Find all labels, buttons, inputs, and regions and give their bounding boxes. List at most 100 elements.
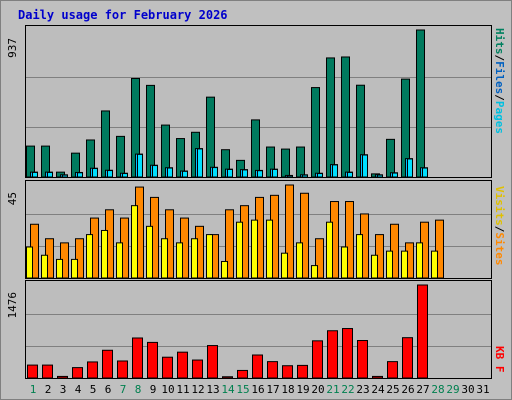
x-axis-labels: 1 2 3 4 5 6 7 8 9 10 11 12 13 14 15 16 17 18 19 20 21 22 23 24 2…	[30, 383, 490, 396]
bar-kbytes	[297, 364, 308, 379]
bar-visits	[371, 254, 378, 279]
bar-kbytes	[357, 340, 368, 379]
bar-visits	[101, 229, 108, 279]
legend-visits-sites: Visits/Sites	[493, 186, 506, 266]
bar-kbytes	[87, 361, 98, 379]
bar-visits	[326, 221, 333, 279]
x-tick-label: 13	[206, 383, 219, 396]
bar-hits	[416, 29, 425, 178]
bar-pages	[392, 172, 398, 178]
bar-visits	[281, 252, 288, 279]
x-tick-label: 4	[75, 383, 82, 396]
bar-visits	[176, 242, 183, 279]
bar-visits	[236, 221, 243, 279]
bar-visits	[86, 234, 93, 279]
bar-visits	[311, 265, 318, 279]
bar-hits	[296, 146, 305, 178]
bar-hits	[341, 56, 350, 178]
bar-pages	[47, 171, 53, 178]
bar-kbytes	[57, 375, 68, 379]
bar-kbytes	[192, 359, 203, 379]
legend-item: KB F	[493, 346, 506, 373]
bar-hits	[206, 96, 215, 178]
x-tick-label: 20	[311, 383, 324, 396]
bar-pages	[137, 153, 143, 178]
bar-kbytes	[102, 349, 113, 379]
bar-pages	[77, 172, 83, 178]
bar-visits	[131, 205, 138, 279]
bar-hits	[281, 148, 290, 178]
bar-kbytes	[372, 375, 383, 379]
bar-kbytes	[252, 354, 263, 379]
bar-pages	[317, 173, 323, 178]
bar-visits	[71, 258, 78, 279]
bar-hits	[251, 119, 260, 178]
x-tick-label: 28	[431, 383, 444, 396]
bar-sites	[225, 209, 234, 279]
x-tick-label: 22	[341, 383, 354, 396]
x-tick-label: 2	[45, 383, 52, 396]
bar-pages	[62, 174, 68, 178]
bar-visits	[146, 225, 153, 279]
bar-pages	[302, 174, 308, 178]
bar-sites	[285, 184, 294, 279]
bar-kbytes	[177, 351, 188, 379]
bar-visits	[431, 250, 438, 279]
bar-kbytes	[282, 365, 293, 379]
bar-kbytes	[237, 369, 248, 379]
bar-sites	[300, 192, 309, 279]
bar-visits	[56, 258, 63, 279]
x-tick-label: 10	[161, 383, 174, 396]
bar-visits	[41, 254, 48, 279]
legend-item: Visits	[493, 186, 506, 226]
bar-kbytes	[162, 356, 173, 379]
x-tick-label: 27	[416, 383, 429, 396]
x-tick-label: 3	[60, 383, 67, 396]
bar-visits	[116, 242, 123, 279]
legend-item: /	[493, 94, 506, 101]
bar-pages	[332, 164, 338, 178]
legend-item: /	[493, 55, 506, 62]
bar-sites	[345, 201, 354, 279]
bar-kbytes	[417, 284, 428, 379]
bar-pages	[92, 168, 98, 178]
bar-visits	[416, 242, 423, 279]
bar-kbytes	[117, 360, 128, 379]
y-max-label-visits: 45	[6, 192, 19, 205]
bar-visits	[386, 250, 393, 279]
legend-item: Sites	[493, 232, 506, 265]
bar-visits	[356, 234, 363, 279]
bar-visits	[221, 260, 228, 279]
x-tick-label: 26	[401, 383, 414, 396]
bar-pages	[422, 167, 428, 178]
bar-kbytes	[27, 364, 38, 379]
bar-hits	[101, 110, 110, 178]
bar-kbytes	[132, 337, 143, 379]
bar-visits	[251, 219, 258, 279]
bar-kbytes	[207, 345, 218, 379]
bar-pages	[182, 170, 188, 178]
bar-kbytes	[267, 361, 278, 379]
bar-visits	[206, 234, 213, 279]
x-tick-label: 5	[90, 383, 97, 396]
bar-kbytes	[402, 337, 413, 379]
bar-kbytes	[387, 361, 398, 379]
x-tick-label: 31	[476, 383, 489, 396]
bar-visits	[401, 250, 408, 279]
bar-kbytes	[147, 341, 158, 379]
bar-pages	[212, 167, 218, 178]
bar-visits	[26, 246, 33, 279]
x-tick-label: 8	[135, 383, 142, 396]
bar-pages	[287, 175, 293, 178]
chart-title: Daily usage for February 2026	[18, 8, 228, 22]
bar-visits	[341, 246, 348, 279]
bar-kbytes	[72, 367, 83, 379]
x-tick-label: 18	[281, 383, 294, 396]
x-tick-label: 1	[30, 383, 37, 396]
bar-visits	[161, 238, 168, 279]
bar-visits	[296, 242, 303, 279]
x-tick-label: 23	[356, 383, 369, 396]
bar-pages	[407, 158, 413, 178]
